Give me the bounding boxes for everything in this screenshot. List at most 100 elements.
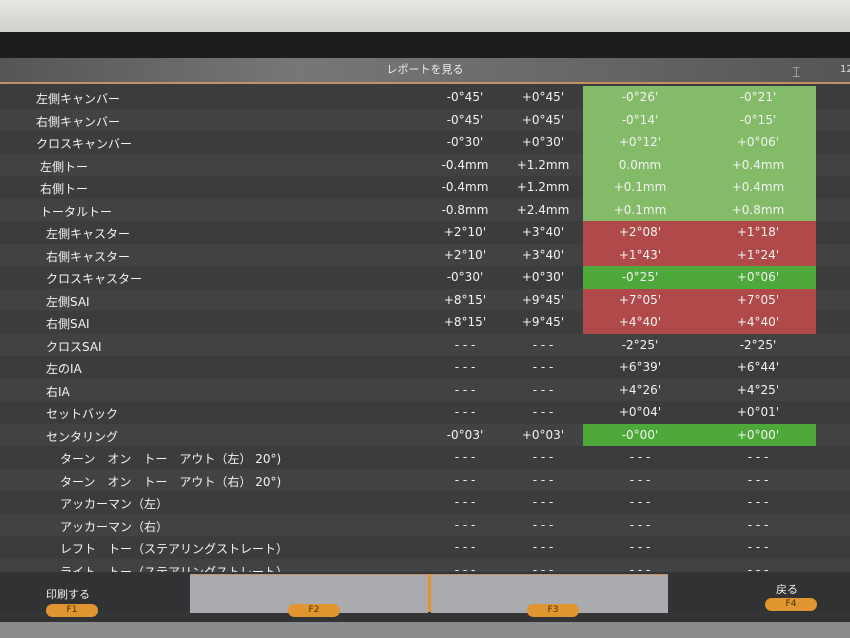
min-value: - - - — [454, 405, 476, 419]
table-row: アッカーマン（右） - - - - - - - - - - - - — [0, 514, 850, 537]
actual-value-after: - - - — [747, 450, 769, 464]
actual-value-after: +0°00' — [736, 427, 780, 442]
actual-value-after: - - - — [747, 540, 769, 554]
actual-value-before: - - - — [629, 517, 651, 532]
measurement-name: アッカーマン（右） — [60, 519, 169, 534]
max-value: +0°30' — [521, 135, 565, 149]
max-value: +9°45' — [521, 315, 565, 329]
actual-value-before: -0°25' — [621, 270, 659, 284]
back-label: 戻る — [776, 583, 798, 596]
actual-value-before: +6°39' — [618, 360, 662, 374]
status-band — [583, 153, 816, 176]
page-title: レポートを見る — [386, 63, 464, 76]
max-value: - - - — [532, 382, 554, 397]
status-band — [583, 423, 816, 446]
back-button[interactable]: 戻る — [670, 574, 850, 612]
table-row: 右側トー -0.4mm +1.2mm +0.1mm +0.4mm — [0, 176, 850, 199]
status-band — [583, 108, 816, 131]
measurement-name: クロスキャスター — [46, 272, 143, 286]
max-value: +0°30' — [521, 270, 565, 284]
min-value: +2°10' — [443, 247, 487, 262]
min-value: -0.4mm — [441, 180, 489, 194]
f1-key[interactable]: F1 — [46, 604, 98, 617]
min-value: +8°15' — [443, 292, 487, 307]
max-value: +2.4mm — [516, 202, 570, 217]
max-value: +1.2mm — [516, 157, 570, 172]
actual-value-before: +0.1mm — [613, 180, 667, 194]
actual-value-after: -2°25' — [739, 337, 777, 352]
max-value: +3°40' — [521, 225, 565, 239]
min-value: - - - — [454, 540, 476, 554]
f2-key[interactable]: F2 — [288, 604, 340, 617]
status-band — [583, 288, 816, 311]
min-value: +2°10' — [443, 225, 487, 239]
actual-value-after: +0°06' — [736, 135, 780, 149]
table-row: レフト トー（ステアリングストレート） - - - - - - - - - - - - — [0, 536, 850, 559]
table-row: 左のIA - - - - - - +6°39' +6°44' — [0, 356, 850, 379]
min-value: -0°45' — [446, 90, 484, 104]
measurement-name: クロスキャンバー — [36, 137, 133, 151]
divider — [428, 574, 431, 612]
measurement-name: 右側トー — [40, 182, 89, 196]
table-row: 左側キャスター +2°10' +3°40' +2°08' +1°18' — [0, 221, 850, 244]
f4-key[interactable]: F4 — [765, 598, 817, 611]
actual-value-before: -0°14' — [621, 112, 659, 127]
actual-value-before: - - - — [629, 450, 651, 464]
min-value: - - - — [454, 495, 476, 509]
min-value: - - - — [454, 450, 476, 464]
table-row: センタリング -0°03' +0°03' -0°00' +0°00' — [0, 423, 850, 446]
min-value: - - - — [454, 360, 476, 374]
actual-value-before: +2°08' — [618, 225, 662, 239]
status-band — [583, 131, 816, 154]
title-bar: レポートを見る ⌶ 12 — [0, 58, 850, 84]
actual-value-after: +7°05' — [736, 292, 780, 307]
table-row: 左側SAI +8°15' +9°45' +7°05' +7°05' — [0, 288, 850, 311]
actual-value-after: +0.8mm — [731, 202, 785, 217]
actual-value-after: +6°44' — [736, 360, 780, 374]
measurement-name: 右側SAI — [46, 317, 90, 331]
report-table: 左側キャンバー -0°45' +0°45' -0°26' -0°21' 右側キャンバー -0… — [0, 86, 850, 581]
print-label: 印刷する — [46, 588, 90, 601]
actual-value-before: 0.0mm — [618, 157, 662, 172]
measurement-name: 左側キャスター — [46, 227, 131, 241]
table-row: クロスキャスター -0°30' +0°30' -0°25' +0°06' — [0, 266, 850, 289]
table-row: ターン オン トー アウト（右） 20°) - - - - - - - - - - - … — [0, 469, 850, 492]
measurement-name: センタリング — [46, 429, 119, 444]
min-value: -0.8mm — [441, 202, 489, 217]
actual-value-after: -0°21' — [739, 90, 777, 104]
text-cursor-icon[interactable]: ⌶ — [792, 65, 801, 81]
actual-value-after: +1°24' — [736, 247, 780, 262]
table-row: ターン オン トー アウト（左） 20°) - - - - - - - - - - - … — [0, 446, 850, 469]
measurement-name: クロスSAI — [46, 339, 102, 354]
monitor-bezel-bottom — [0, 622, 850, 638]
measurement-name: 右側キャスター — [46, 249, 131, 264]
max-value: +1.2mm — [516, 180, 570, 194]
measurement-name: 左側キャンバー — [36, 92, 121, 106]
status-band — [583, 266, 816, 289]
measurement-name: トータルトー — [40, 204, 113, 219]
table-row: セットバック - - - - - - +0°04' +0°01' — [0, 401, 850, 424]
measurement-name: 左側トー — [40, 159, 89, 174]
status-band — [583, 198, 816, 221]
measurement-name: アッカーマン（左） — [60, 497, 169, 511]
actual-value-before: +4°26' — [618, 382, 662, 397]
actual-value-before: -0°00' — [621, 427, 659, 442]
actual-value-after: +1°18' — [736, 225, 780, 239]
table-row: 左側キャンバー -0°45' +0°45' -0°26' -0°21' — [0, 86, 850, 109]
actual-value-after: +0.4mm — [731, 157, 785, 172]
status-band — [583, 221, 816, 244]
max-value: +9°45' — [521, 292, 565, 307]
measurement-name: ターン オン トー アウト（左） 20°) — [60, 452, 282, 466]
min-value: - - - — [454, 472, 476, 487]
actual-value-after: - - - — [747, 495, 769, 509]
actual-value-after: - - - — [747, 472, 769, 487]
measurement-name: 右IA — [46, 384, 70, 399]
table-row: 右側キャンバー -0°45' +0°45' -0°14' -0°15' — [0, 108, 850, 131]
max-value: - - - — [532, 517, 554, 532]
max-value: - - - — [532, 495, 554, 509]
actual-value-before: +0°12' — [618, 135, 662, 149]
min-value: -0°03' — [446, 427, 484, 442]
f3-key[interactable]: F3 — [527, 604, 579, 617]
measurement-name: ターン オン トー アウト（右） 20°) — [60, 474, 282, 489]
corner-number: 12 — [840, 64, 850, 75]
